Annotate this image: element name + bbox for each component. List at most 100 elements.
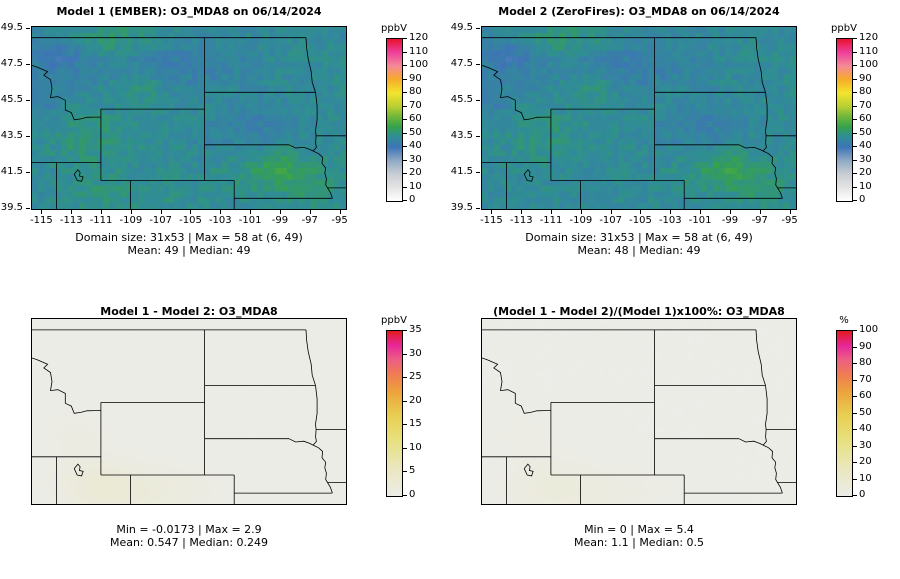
x-tick-mark <box>160 210 162 214</box>
panel-title: Model 1 (EMBER): O3_MDA8 on 06/14/2024 <box>56 5 322 18</box>
colorbar-tick-mark <box>853 462 857 463</box>
colorbar-tick-mark <box>853 186 857 188</box>
colorbar-tick-label: 10 <box>409 441 422 453</box>
x-tick-label: -95 <box>781 215 798 226</box>
colorbar-tick-label: 60 <box>859 113 872 124</box>
colorbar-tick-mark <box>853 412 857 414</box>
colorbar-tick-mark <box>853 379 857 381</box>
colorbar-tick-label: 10 <box>409 180 422 192</box>
colorbar-tick-label: 120 <box>409 32 429 43</box>
x-tick-label: -97 <box>751 215 768 226</box>
colorbar-tick-mark <box>403 105 407 107</box>
caption: Domain size: 31x53 | Max = 58 at (6, 49)… <box>481 231 797 257</box>
y-tick-mark <box>476 208 480 210</box>
colorbar-tick-mark <box>853 396 857 397</box>
x-tick-mark <box>521 210 523 214</box>
colorbar-tick-label: 100 <box>409 59 429 70</box>
colorbar-tick-mark <box>403 159 407 161</box>
caption: Min = 0 | Max = 5.4 Mean: 1.1 | Median: … <box>481 523 797 549</box>
colorbar-unit-label: % <box>839 315 849 326</box>
caption-line1: Min = -0.0173 | Max = 2.9 <box>116 523 262 536</box>
colorbar-tick-mark <box>853 105 857 107</box>
y-tick-label: 43.5 <box>450 130 473 142</box>
y-tick-label: 39.5 <box>0 202 23 214</box>
colorbar-tick-mark <box>403 92 407 93</box>
y-tick-label: 39.5 <box>450 202 473 214</box>
colorbar-tick-label: 40 <box>859 423 872 434</box>
x-tick-mark <box>190 210 192 214</box>
colorbar-tick-mark <box>853 65 857 66</box>
panel-title: Model 1 - Model 2: O3_MDA8 <box>100 305 278 318</box>
caption-line1: Domain size: 31x53 | Max = 58 at (6, 49) <box>525 231 753 244</box>
map-plot-area <box>481 318 797 505</box>
colorbar-tick-label: 25 <box>409 371 422 383</box>
caption: Min = -0.0173 | Max = 2.9 Mean: 0.547 | … <box>31 523 347 549</box>
y-tick-mark <box>476 63 480 65</box>
x-tick-mark <box>71 210 73 214</box>
y-tick-mark <box>26 99 30 101</box>
colorbar-tick-label: 0 <box>859 489 866 500</box>
y-tick-mark <box>26 208 30 210</box>
colorbar-tick-mark <box>403 78 407 80</box>
x-tick-mark <box>279 210 281 214</box>
y-tick-label: 47.5 <box>0 57 23 69</box>
colorbar-tick-label: 90 <box>859 340 872 352</box>
y-tick-mark <box>26 172 30 174</box>
x-tick-label: -113 <box>509 215 533 226</box>
colorbar-tick-label: 60 <box>409 113 422 124</box>
y-tick-label: 49.5 <box>450 21 473 33</box>
x-tick-label: -107 <box>599 215 623 226</box>
colorbar-tick-mark <box>403 200 407 201</box>
x-tick-mark <box>610 210 612 214</box>
colorbar-tick-label: 20 <box>409 167 422 178</box>
state-borders-overlay <box>32 329 346 504</box>
panel-model1-ember: Model 1 (EMBER): O3_MDA8 on 06/14/2024 p… <box>0 0 450 289</box>
colorbar-tick-mark <box>403 377 407 379</box>
colorbar <box>836 38 853 202</box>
colorbar-tick-label: 40 <box>859 140 872 151</box>
colorbar-tick-label: 15 <box>409 418 422 430</box>
y-tick-label: 41.5 <box>0 166 23 178</box>
x-tick-label: -115 <box>480 215 503 226</box>
x-tick-label: -111 <box>89 215 113 226</box>
colorbar-tick-mark <box>853 38 857 39</box>
colorbar-tick-mark <box>403 51 407 53</box>
colorbar-tick-mark <box>853 363 857 364</box>
colorbar-tick-label: 70 <box>409 99 422 111</box>
state-borders-overlay <box>482 329 796 504</box>
colorbar-tick-label: 60 <box>859 390 872 401</box>
colorbar-tick-label: 50 <box>859 126 872 138</box>
colorbar-tick-label: 70 <box>859 99 872 111</box>
caption-line1: Min = 0 | Max = 5.4 <box>584 523 694 536</box>
x-tick-label: -95 <box>331 215 348 226</box>
caption-line2: Mean: 1.1 | Median: 0.5 <box>573 536 705 549</box>
colorbar-tick-mark <box>853 200 857 201</box>
y-tick-mark <box>476 136 480 138</box>
y-tick-mark <box>26 63 30 65</box>
map-plot-area <box>31 318 347 505</box>
y-tick-label: 41.5 <box>450 166 473 178</box>
colorbar-unit-label: ppbV <box>381 23 407 34</box>
colorbar-tick-label: 50 <box>409 126 422 138</box>
x-tick-label: -107 <box>149 215 173 226</box>
colorbar-tick-label: 30 <box>409 347 422 359</box>
x-tick-label: -99 <box>721 215 739 226</box>
caption: Domain size: 31x53 | Max = 58 at (6, 49)… <box>31 231 347 257</box>
colorbar-tick-mark <box>403 132 407 134</box>
x-tick-mark <box>640 210 642 214</box>
panel-title: (Model 1 - Model 2)/(Model 1)x100%: O3_M… <box>493 305 785 318</box>
colorbar-tick-label: 50 <box>859 406 872 418</box>
x-tick-mark <box>250 210 252 214</box>
y-tick-label: 43.5 <box>0 130 23 142</box>
colorbar-tick-mark <box>853 92 857 93</box>
y-tick-label: 47.5 <box>450 57 473 69</box>
colorbar-tick-label: 10 <box>859 180 872 192</box>
colorbar-tick-label: 20 <box>859 167 872 178</box>
colorbar-tick-mark <box>853 445 857 447</box>
colorbar-tick-label: 90 <box>409 72 422 84</box>
colorbar-unit-label: ppbV <box>381 315 407 326</box>
panel-model-difference: Model 1 - Model 2: O3_MDA8 ppbV Min = -0… <box>0 290 450 579</box>
x-tick-mark <box>580 210 582 214</box>
x-tick-label: -103 <box>658 215 682 226</box>
colorbar-tick-mark <box>403 424 407 426</box>
